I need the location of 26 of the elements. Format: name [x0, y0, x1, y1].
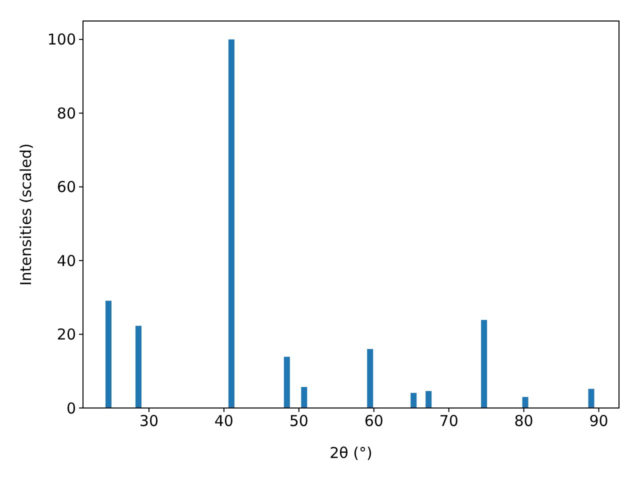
y-tick-label: 20 [56, 326, 76, 344]
bar [426, 391, 432, 408]
x-tick-label: 70 [439, 412, 458, 430]
bar [481, 320, 488, 408]
bar [410, 392, 417, 408]
bar [301, 386, 308, 408]
y-tick-label: 40 [56, 252, 76, 270]
x-tick-label: 50 [289, 412, 308, 430]
y-axis-title: Intensities (scaled) [17, 143, 35, 286]
y-tick-label: 100 [47, 30, 76, 49]
x-tick-label: 80 [514, 412, 534, 430]
x-tick-label: 60 [364, 412, 384, 430]
bar [228, 39, 234, 408]
x-axis-title: 2θ (°) [330, 444, 372, 462]
x-tick-label: 90 [589, 412, 608, 430]
x-tick-label: 40 [214, 412, 234, 430]
bar [588, 388, 594, 408]
bar [367, 349, 374, 408]
bar [522, 396, 528, 408]
bar [105, 300, 112, 408]
x-tick-label: 30 [139, 412, 159, 430]
y-tick-label: 0 [66, 399, 76, 418]
bar [135, 326, 142, 408]
y-tick-label: 80 [56, 104, 76, 122]
y-tick-label: 60 [56, 178, 76, 196]
bar [284, 356, 290, 408]
